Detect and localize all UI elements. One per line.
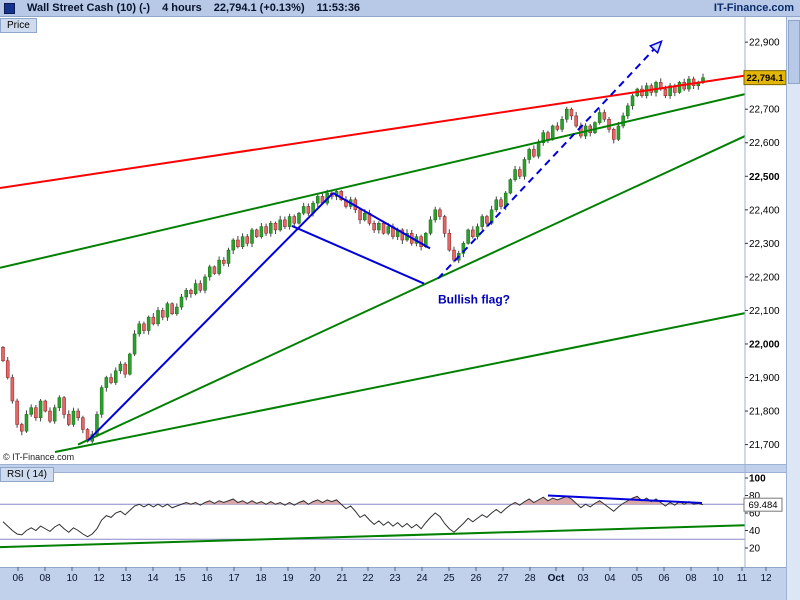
time-tick: 03 <box>577 573 589 584</box>
time-tick: 25 <box>443 573 455 584</box>
svg-text:22,794.1: 22,794.1 <box>747 73 785 84</box>
time-tick: 08 <box>39 573 51 584</box>
panel-separator <box>0 464 786 473</box>
time-tick: 19 <box>282 573 294 584</box>
trendline-flag-lower[interactable] <box>291 224 425 285</box>
annotation-bullish-flag[interactable]: Bullish flag? <box>438 293 510 307</box>
instrument-icon <box>4 2 15 14</box>
time-tick: 10 <box>712 573 724 584</box>
time-tick: 12 <box>93 573 105 584</box>
time-tick: 15 <box>174 573 186 584</box>
trendline-channel-lower[interactable] <box>54 312 746 453</box>
rsi-line <box>2 495 704 538</box>
tab-rsi[interactable]: RSI ( 14) <box>0 467 55 482</box>
candlestick-series <box>1 77 705 442</box>
time-tick: 24 <box>416 573 428 584</box>
rsi-tick: 20 <box>749 544 761 555</box>
price-tick: 22,700 <box>749 105 780 116</box>
time-tick: 17 <box>228 573 240 584</box>
time-tick: 26 <box>470 573 482 584</box>
price-tick: 22,600 <box>749 138 780 149</box>
time-tick: 21 <box>336 573 348 584</box>
rsi-tick: 40 <box>749 526 761 537</box>
rsi-tick: 80 <box>749 491 761 502</box>
time-tick: 22 <box>362 573 374 584</box>
price-tick: 21,900 <box>749 373 780 384</box>
time-tick: 16 <box>201 573 213 584</box>
svg-text:69.484: 69.484 <box>748 500 777 511</box>
time-tick: 12 <box>760 573 772 584</box>
trendline-breakout-projection[interactable] <box>437 46 657 280</box>
trendlines: Bullish flag? <box>0 40 746 453</box>
price-tick: 22,900 <box>749 38 780 49</box>
tab-price[interactable]: Price <box>0 18 37 33</box>
trendline-flag-upper[interactable] <box>332 192 431 250</box>
rsi-overbought-fill <box>3 496 703 505</box>
price-tick: 22,100 <box>749 306 780 317</box>
arrow-head <box>648 40 663 55</box>
time-axis[interactable] <box>0 567 800 600</box>
timeframe-label: 4 hours <box>162 2 202 14</box>
rsi-tick: 60 <box>749 509 761 520</box>
time-label: 11:53:36 <box>316 2 361 14</box>
rsi-overlay-rsi-resistance[interactable] <box>547 494 703 504</box>
price-tick: 22,400 <box>749 205 780 216</box>
time-tick: 28 <box>524 573 536 584</box>
instrument-title: Wall Street Cash (10) (-) <box>27 2 151 14</box>
price-tick: 22,500 <box>749 172 780 183</box>
time-tick: 13 <box>120 573 132 584</box>
time-tick: Oct <box>548 573 565 584</box>
trendline-resistance[interactable] <box>0 74 746 190</box>
time-tick: 18 <box>255 573 267 584</box>
time-tick: 23 <box>389 573 401 584</box>
rsi-overlay-rsi-support[interactable] <box>0 524 746 549</box>
time-tick: 06 <box>12 573 24 584</box>
watermark: © IT-Finance.com <box>3 452 75 462</box>
price-tick: 21,800 <box>749 407 780 418</box>
price-tick: 22,300 <box>749 239 780 250</box>
scrollbar-thumb[interactable] <box>788 20 800 84</box>
price-change-label: 22,794.1 (+0.13%) <box>213 2 305 14</box>
time-tick: 27 <box>497 573 509 584</box>
trendline-support-mid[interactable] <box>77 135 746 446</box>
time-tick: 11 <box>737 573 748 584</box>
time-tick: 05 <box>631 573 643 584</box>
time-tick: 08 <box>685 573 697 584</box>
price-tick: 21,700 <box>749 440 780 451</box>
trendline-channel-upper[interactable] <box>0 93 746 269</box>
time-tick: 06 <box>658 573 670 584</box>
time-tick: 04 <box>604 573 616 584</box>
rsi-tick: 100 <box>749 474 766 485</box>
price-tick: 22,000 <box>749 339 780 350</box>
time-tick: 20 <box>309 573 321 584</box>
rsi-current-label <box>743 497 783 512</box>
rsi-panel <box>0 494 746 549</box>
time-tick: 14 <box>147 573 159 584</box>
brand-label: IT-Finance.com <box>713 2 794 14</box>
title-bar: Wall Street Cash (10) (-) 4 hours 22,794… <box>0 0 800 17</box>
axes: 22,900 22,700 22,600 22,500 22,400 22,300 22,2… <box>12 17 787 584</box>
time-tick: 10 <box>66 573 78 584</box>
vertical-scrollbar <box>786 17 800 600</box>
price-tick: 22,200 <box>749 272 780 283</box>
trendline-flag-pole[interactable] <box>87 192 334 442</box>
